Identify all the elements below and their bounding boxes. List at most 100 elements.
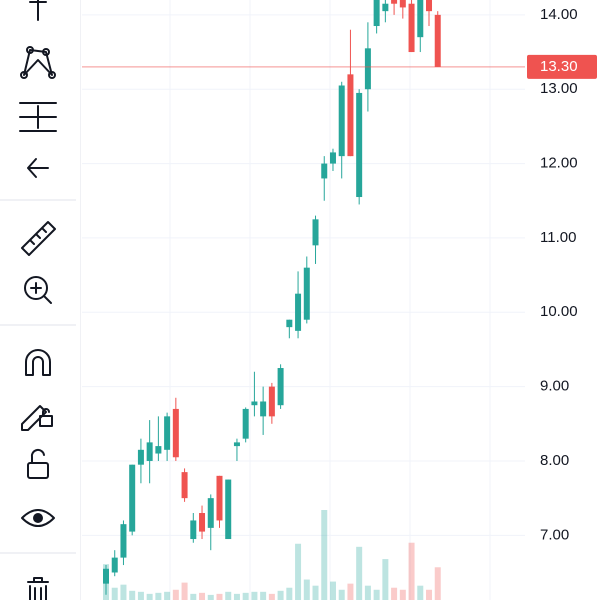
volume-bar <box>295 543 302 600</box>
volume-bar <box>172 589 179 600</box>
candle-body <box>164 416 171 450</box>
candle-body <box>426 0 433 12</box>
candle-body <box>329 152 336 164</box>
volume-bar <box>251 591 258 600</box>
candle-body <box>382 3 389 12</box>
volume-bar <box>338 589 345 600</box>
volume-bar <box>382 559 389 600</box>
volume-bar <box>190 593 197 600</box>
candle-body <box>373 0 380 27</box>
volume-bar <box>137 591 144 600</box>
candle-body <box>216 475 223 521</box>
candle-body <box>120 524 127 558</box>
volume-bar <box>207 594 214 600</box>
candle-body <box>408 3 415 53</box>
candle-body <box>356 92 363 198</box>
y-tick-label: 7.00 <box>540 526 569 543</box>
volume-bar <box>242 592 249 600</box>
candle-body <box>103 568 109 584</box>
candle-body <box>277 368 284 406</box>
y-tick-label: 13.00 <box>540 80 578 97</box>
candle-body <box>251 401 258 406</box>
volume-bar <box>434 567 441 600</box>
y-tick-label: 11.00 <box>540 229 576 246</box>
y-tick-label: 8.00 <box>540 452 569 469</box>
candle-body <box>199 513 206 532</box>
volume-bar <box>216 593 223 600</box>
candle-body <box>233 442 240 447</box>
candle-body <box>417 0 424 38</box>
magnet-tool[interactable] <box>25 349 51 376</box>
toolbar-bg <box>0 0 80 600</box>
plot <box>82 0 525 600</box>
volume-bar <box>373 589 380 600</box>
volume-bar <box>417 585 424 600</box>
volume-bar <box>181 582 188 600</box>
candle-body <box>312 219 319 246</box>
pattern-tool[interactable] <box>20 46 56 79</box>
candle-body <box>347 74 354 157</box>
candle-body <box>172 408 179 458</box>
candle-body <box>146 442 153 461</box>
volume-bar <box>426 589 433 600</box>
candle-body <box>295 293 302 331</box>
candle-body <box>225 479 232 540</box>
volume-bar <box>146 593 153 600</box>
candle-body <box>137 449 144 465</box>
candle-body <box>364 48 371 90</box>
candle-body <box>181 472 188 499</box>
candle-body <box>190 520 197 540</box>
volume-bar <box>286 587 293 600</box>
back-button[interactable] <box>27 158 49 178</box>
y-tick-label: 12.00 <box>540 155 578 172</box>
volume-bar <box>408 542 415 600</box>
volume-bar <box>303 579 310 600</box>
candle-body <box>268 386 275 417</box>
candle-body <box>155 446 162 454</box>
volume-bar <box>233 593 240 600</box>
volume-bar <box>129 590 136 600</box>
volume-bar <box>329 581 336 600</box>
volume-bar <box>312 585 319 600</box>
toolbar <box>0 0 80 600</box>
volume-bar <box>155 592 162 600</box>
volume-bar <box>199 592 206 600</box>
volume-bar <box>321 510 328 600</box>
candle-body <box>207 498 214 528</box>
lock-tool[interactable] <box>27 448 49 479</box>
lock-drawings-tool[interactable] <box>21 405 53 431</box>
candle-body <box>391 0 398 4</box>
candle-body <box>303 267 310 320</box>
candle-body <box>260 401 267 417</box>
delete-tool[interactable] <box>27 577 49 600</box>
candle-body <box>111 557 118 573</box>
candle-body <box>321 163 328 179</box>
volume-bar <box>260 591 267 600</box>
volume-bar <box>277 590 284 600</box>
volume-bar <box>347 583 354 600</box>
price-axis <box>525 0 600 600</box>
zoom-tool[interactable] <box>24 276 52 304</box>
y-tick-label: 10.00 <box>540 303 578 320</box>
candle-body <box>338 85 345 157</box>
candle-body <box>129 464 136 532</box>
volume-bar <box>164 591 171 600</box>
ruler-tool[interactable] <box>21 221 56 256</box>
visibility-tool[interactable] <box>21 509 55 527</box>
vertical-grid <box>169 0 491 600</box>
candle-body <box>286 319 293 328</box>
volume-bar <box>225 591 232 600</box>
y-tick-label: 9.00 <box>540 378 569 395</box>
candle-body <box>242 408 249 439</box>
volume-bar <box>111 587 118 600</box>
volume-bar <box>391 587 398 600</box>
volume-bar <box>356 546 363 600</box>
volume-bar <box>120 584 127 600</box>
y-tick-label: 14.00 <box>540 6 578 23</box>
volume-bar <box>399 589 406 600</box>
measure-lines-tool[interactable] <box>19 102 57 132</box>
current-price-box <box>527 54 597 79</box>
text-tool[interactable] <box>29 0 47 21</box>
